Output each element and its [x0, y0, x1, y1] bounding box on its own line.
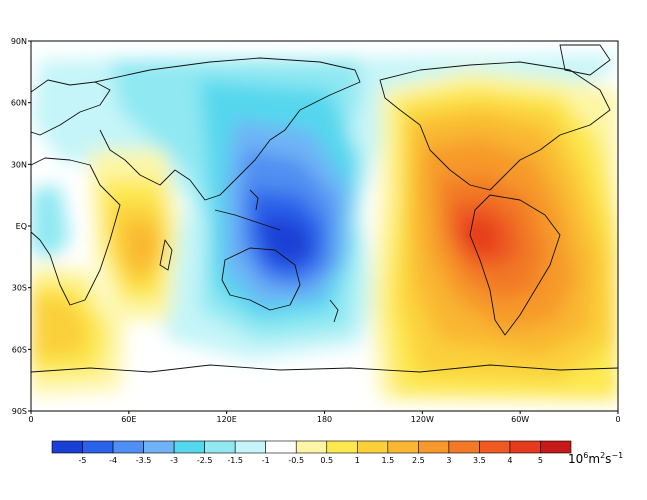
colorbar-tick-label: 2.5: [412, 456, 425, 465]
lon-tick-label: 60E: [121, 415, 136, 424]
colorbar-swatch: [143, 440, 175, 454]
colorbar-tick-label: -5: [79, 456, 87, 465]
colorbar-tick-label: 1.5: [381, 456, 394, 465]
coastlines: [31, 44, 618, 373]
colorbar-tick-label: 0.5: [320, 456, 333, 465]
lat-tick-label: 30N: [11, 160, 27, 169]
lon-tick-label: 0: [28, 415, 33, 424]
lat-tick-label: EQ: [16, 222, 27, 231]
colorbar-swatch: [204, 440, 236, 454]
colorbar-tick-label: 4: [507, 456, 512, 465]
lat-tick-label: 60S: [12, 345, 27, 354]
colorbar-tick-label: -2.5: [197, 456, 213, 465]
colorbar-tick-label: -4: [109, 456, 117, 465]
colorbar-tick-label: -0.5: [288, 456, 304, 465]
colorbar-swatch: [51, 440, 83, 454]
colorbar-swatch: [418, 440, 450, 454]
colorbar-tick-label: 3: [446, 456, 451, 465]
colorbar-swatch: [540, 440, 572, 454]
colorbar-tick-label: -1.5: [227, 456, 243, 465]
colorbar-swatch: [479, 440, 511, 454]
lon-tick-label: 60W: [511, 415, 529, 424]
colorbar-swatch: [234, 440, 267, 454]
colorbar-tick-label: -3: [170, 456, 178, 465]
colorbar-swatch: [326, 440, 358, 454]
lat-tick-label: 60N: [11, 99, 27, 108]
colorbar-swatch: [173, 440, 205, 454]
longitude-axis: 0 60E 120E 180 120W 60W 0: [28, 411, 621, 424]
lon-tick-label: 0: [615, 415, 620, 424]
colorbar-tick-label: 3.5: [473, 456, 486, 465]
colorbar-swatch: [509, 440, 541, 454]
lon-tick-label: 120W: [411, 415, 434, 424]
lat-tick-label: 90N: [11, 37, 27, 46]
colorbar-swatch: [112, 440, 144, 454]
colorbar-swatch: [265, 440, 297, 454]
colorbar-ticks: -5 -4 -3.5 -3 -2.5 -1.5 -1 -0.5 0.5 1 1.5 2.5 3 3.5 4 5: [79, 456, 543, 465]
colorbar-tick-label: 1: [355, 456, 360, 465]
lon-tick-label: 120E: [217, 415, 237, 424]
watermark: 头条 @中国气象爱好者: [450, 473, 584, 489]
colorbar-swatch: [356, 440, 389, 454]
colorbar-swatch: [295, 440, 328, 454]
colorbar-swatch: [387, 440, 419, 454]
colorbar-swatch: [448, 440, 480, 454]
colorbar-tick-label: -3.5: [136, 456, 152, 465]
lon-tick-label: 180: [317, 415, 332, 424]
colorbar-tick-label: 5: [538, 456, 543, 465]
latitude-axis: 90N 60N 30N EQ 30S 60S 90S: [11, 37, 31, 416]
colorbar-unit: 106m2s−1: [568, 451, 623, 466]
colorbar: [51, 440, 572, 454]
lat-tick-label: 90S: [12, 407, 27, 416]
colorbar-swatch: [82, 440, 114, 454]
contour-field: [31, 41, 618, 411]
lat-tick-label: 30S: [12, 284, 27, 293]
colorbar-tick-label: -1: [262, 456, 270, 465]
